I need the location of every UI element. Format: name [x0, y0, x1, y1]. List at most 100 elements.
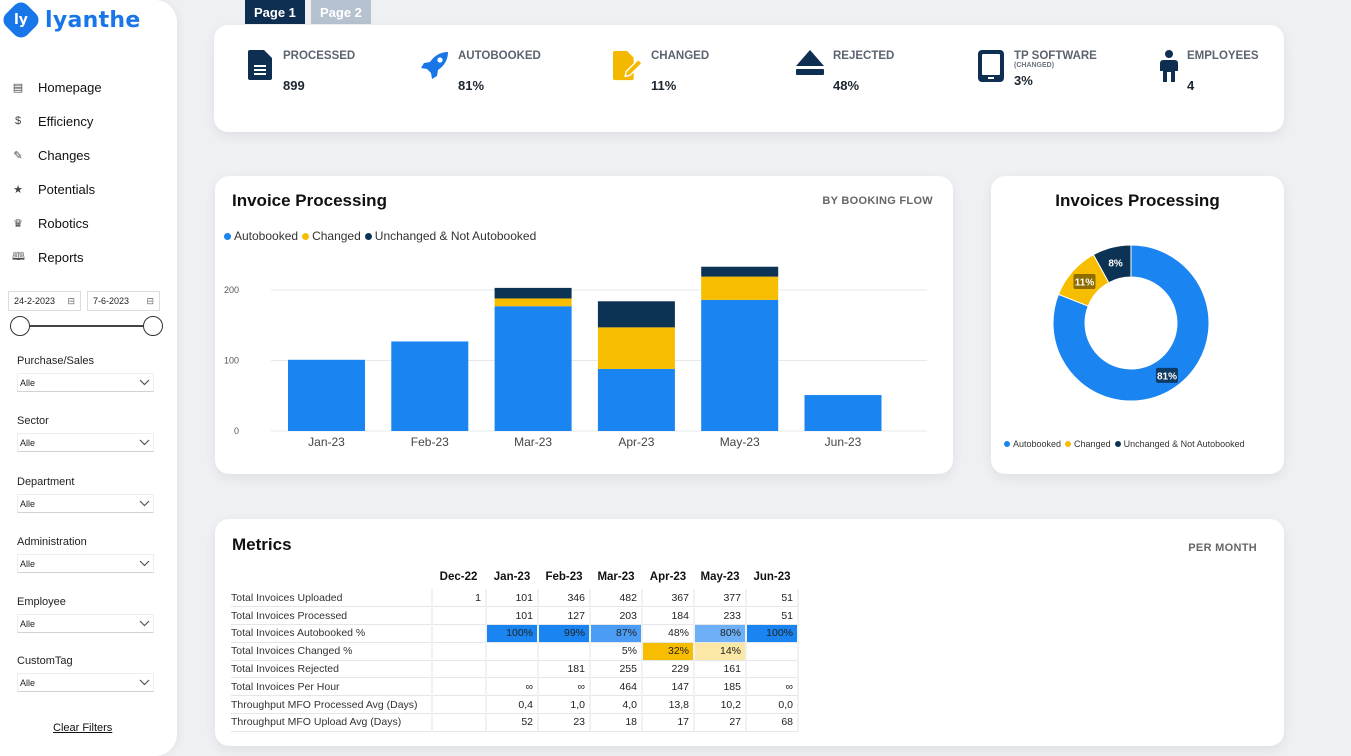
bar-unchanged-not-autobooked-may-23[interactable] — [701, 266, 779, 277]
table-cell — [432, 677, 487, 697]
kpi-sublabel: (CHANGED) — [1014, 62, 1055, 69]
bar-autobooked-apr-23[interactable] — [597, 368, 675, 431]
bar-changed-may-23[interactable] — [701, 276, 779, 300]
eject-icon — [795, 50, 825, 84]
nav-item-robotics[interactable]: ♛ Robotics — [0, 206, 177, 240]
chevron-down-icon[interactable] — [139, 560, 150, 567]
column-header[interactable]: Mar-23 — [590, 565, 643, 589]
legend-item[interactable]: Autobooked — [224, 229, 298, 243]
calendar-icon[interactable]: ⊟ — [67, 295, 75, 306]
tab-page-2[interactable]: Page 2 — [311, 0, 371, 24]
column-header[interactable]: Dec-22 — [432, 565, 487, 589]
chevron-down-icon[interactable] — [139, 679, 150, 686]
table-cell: 346 — [538, 589, 591, 608]
chevron-down-icon[interactable] — [139, 379, 150, 386]
legend-label: Autobooked — [234, 229, 299, 243]
nav-item-homepage[interactable]: ▤ Homepage — [0, 70, 177, 104]
table-cell — [486, 642, 539, 661]
kpi-label: REJECTED — [833, 50, 895, 62]
legend-item[interactable]: Autobooked — [1004, 439, 1061, 449]
filter-dropdown[interactable]: Alle — [17, 673, 154, 692]
row-label: Total Invoices Changed % — [231, 642, 433, 661]
legend-item[interactable]: Unchanged & Not Autobooked — [1114, 439, 1245, 449]
table-cell: 5% — [590, 642, 643, 661]
legend-item[interactable]: Unchanged & Not Autobooked — [364, 229, 536, 243]
chevron-down-icon[interactable] — [139, 439, 150, 446]
invoices-processing-card: Invoices Processing 81% 11% 8% Autobooked C… — [991, 176, 1284, 474]
card-subtitle: PER MONTH — [1188, 542, 1257, 554]
table-cell: 367 — [642, 589, 695, 608]
legend-item[interactable]: Changed — [1065, 439, 1111, 449]
tab-page-1[interactable]: Page 1 — [245, 0, 305, 24]
chevron-down-icon[interactable] — [139, 620, 150, 627]
tablet-icon — [976, 50, 1006, 84]
x-tick-label: Jan-23 — [308, 435, 345, 449]
date-start-field[interactable]: 24-2-2023 ⊟ — [8, 291, 81, 311]
nav-item-reports[interactable]: 🕮 Reports — [0, 240, 177, 274]
table-cell: ∞ — [486, 677, 539, 697]
column-header[interactable]: Feb-23 — [538, 565, 591, 589]
table-cell: 1,0 — [538, 695, 591, 715]
chevron-down-icon[interactable] — [139, 500, 150, 507]
column-header[interactable]: May-23 — [694, 565, 747, 589]
y-tick-label: 200 — [224, 285, 239, 295]
bar-autobooked-may-23[interactable] — [701, 299, 779, 431]
filter-sector: Sector Alle — [17, 415, 154, 452]
filter-dropdown[interactable]: Alle — [17, 373, 154, 392]
kpi-label: AUTOBOOKED — [458, 50, 541, 62]
kpi-value: 3% — [1014, 73, 1033, 88]
kpi-value: 48% — [833, 78, 860, 93]
card-title: Invoice Processing — [232, 191, 387, 210]
bar-autobooked-mar-23[interactable] — [494, 306, 572, 431]
logo[interactable]: ly lyanthe — [0, 0, 141, 42]
table-cell: 464 — [590, 677, 643, 697]
filter-dropdown[interactable]: Alle — [17, 494, 154, 513]
nav-item-changes[interactable]: ✎ Changes — [0, 138, 177, 172]
bar-unchanged-not-autobooked-apr-23[interactable] — [597, 301, 675, 328]
bar-changed-apr-23[interactable] — [597, 327, 675, 369]
bar-autobooked-jun-23[interactable] — [804, 395, 882, 431]
table-cell: 203 — [590, 606, 643, 626]
legend-marker — [1065, 441, 1072, 447]
bar-autobooked-feb-23[interactable] — [391, 341, 469, 431]
date-range-slider[interactable] — [10, 316, 163, 336]
pencil-icon: ✎ — [13, 149, 23, 162]
table-row: Total Invoices Processed 101 127 203 184 233 5… — [231, 606, 799, 626]
document-icon: ▤ — [12, 81, 24, 94]
nav-item-potentials[interactable]: ★ Potentials — [0, 172, 177, 206]
filter-dropdown[interactable]: Alle — [17, 614, 154, 633]
filter-dropdown[interactable]: Alle — [17, 554, 154, 573]
bar-autobooked-jan-23[interactable] — [288, 359, 365, 431]
person-icon — [1159, 50, 1179, 84]
x-tick-label: May-23 — [720, 435, 760, 449]
slice-data-label: 11% — [1073, 273, 1096, 289]
calendar-icon[interactable]: ⊟ — [146, 295, 154, 306]
filter-label: Department — [17, 476, 75, 488]
filter-value: Alle — [20, 377, 36, 388]
bar-unchanged-not-autobooked-mar-23[interactable] — [494, 287, 572, 299]
filter-value: Alle — [20, 558, 36, 569]
column-header[interactable]: Apr-23 — [642, 565, 695, 589]
clear-filters-link[interactable]: Clear Filters — [53, 722, 113, 734]
filter-label: Sector — [17, 415, 49, 427]
slider-handle-end[interactable] — [143, 316, 163, 336]
bar-changed-mar-23[interactable] — [494, 298, 572, 307]
column-header[interactable]: Jan-23 — [486, 565, 539, 589]
filter-dropdown[interactable]: Alle — [17, 433, 154, 452]
table-cell: 51 — [746, 589, 799, 608]
donut-chart: 81% 11% 8% — [1052, 244, 1210, 402]
date-end-field[interactable]: 7-6-2023 ⊟ — [87, 291, 160, 311]
slider-handle-start[interactable] — [10, 316, 30, 336]
table-cell — [432, 713, 487, 732]
nav-item-efficiency[interactable]: $ Efficiency — [0, 104, 177, 138]
slider-track — [20, 325, 153, 327]
table-cell: ∞ — [746, 677, 799, 697]
legend-item[interactable]: Changed — [302, 229, 361, 243]
kpi-employees: EMPLOYEES 4 — [1159, 50, 1259, 93]
row-label: Total Invoices Rejected — [231, 660, 433, 679]
slice-autobooked[interactable] — [1052, 244, 1210, 402]
table-cell: 377 — [694, 589, 747, 608]
kpi-label: PROCESSED — [283, 50, 356, 62]
column-header[interactable]: Jun-23 — [746, 565, 799, 589]
chart-legend: Autobooked Changed Unchanged & Not Autoboo… — [224, 229, 540, 243]
